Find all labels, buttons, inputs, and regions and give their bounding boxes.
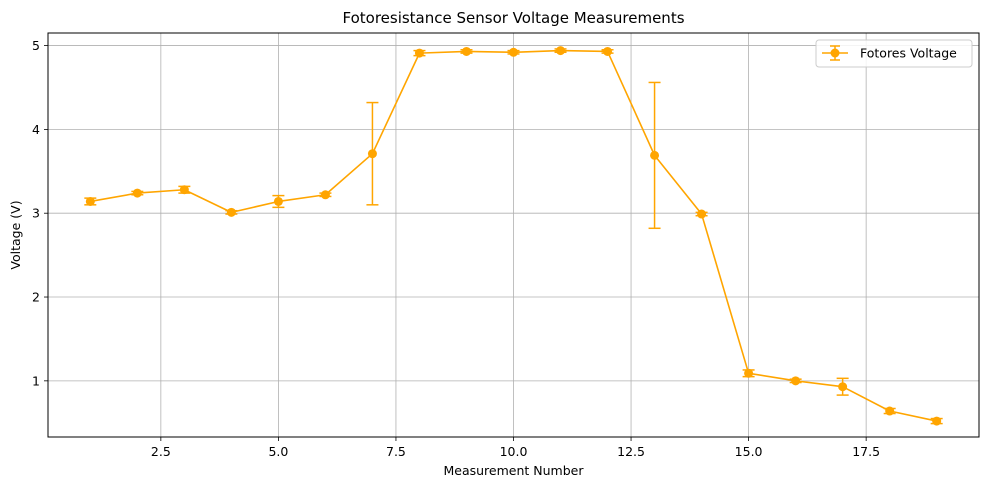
data-point [603, 46, 613, 56]
data-point [461, 46, 471, 56]
x-tick-label: 17.5 [852, 444, 880, 459]
x-tick-label: 10.0 [500, 444, 528, 459]
series-layer [84, 46, 943, 426]
grid [48, 33, 979, 437]
data-point [226, 207, 236, 217]
y-axis-label: Voltage (V) [8, 200, 23, 269]
data-point [791, 376, 801, 386]
data-point [885, 406, 895, 416]
data-point [932, 416, 942, 426]
legend: Fotores Voltage [815, 39, 973, 68]
data-point [414, 48, 424, 58]
y-tick-label: 3 [32, 206, 40, 221]
data-point [179, 185, 189, 195]
data-point [273, 196, 283, 206]
y-tick-label: 5 [32, 38, 40, 53]
data-point [650, 150, 660, 160]
data-point [85, 196, 95, 206]
data-point [320, 190, 330, 200]
ticks: 2.5 5.0 7.5 10.0 12.5 15.0 17.5 1 2 3 4 5 [32, 38, 880, 459]
y-tick-label: 2 [32, 290, 40, 305]
y-tick-label: 1 [32, 373, 40, 388]
data-point [697, 209, 707, 219]
data-point [556, 46, 566, 56]
x-tick-label: 5.0 [268, 444, 288, 459]
chart-title: Fotoresistance Sensor Voltage Measuremen… [342, 9, 684, 27]
x-axis-label: Measurement Number [443, 463, 584, 478]
legend-label: Fotores Voltage [860, 46, 957, 61]
data-point [838, 382, 848, 392]
data-point [744, 368, 754, 378]
x-tick-label: 7.5 [386, 444, 406, 459]
data-point [509, 47, 518, 57]
y-tick-label: 4 [32, 122, 40, 137]
data-point [367, 149, 377, 159]
x-tick-label: 2.5 [151, 444, 171, 459]
legend-point-marker [830, 48, 840, 58]
x-tick-label: 12.5 [617, 444, 645, 459]
legend-box [815, 39, 973, 68]
data-point [132, 188, 142, 198]
x-tick-label: 15.0 [735, 444, 763, 459]
